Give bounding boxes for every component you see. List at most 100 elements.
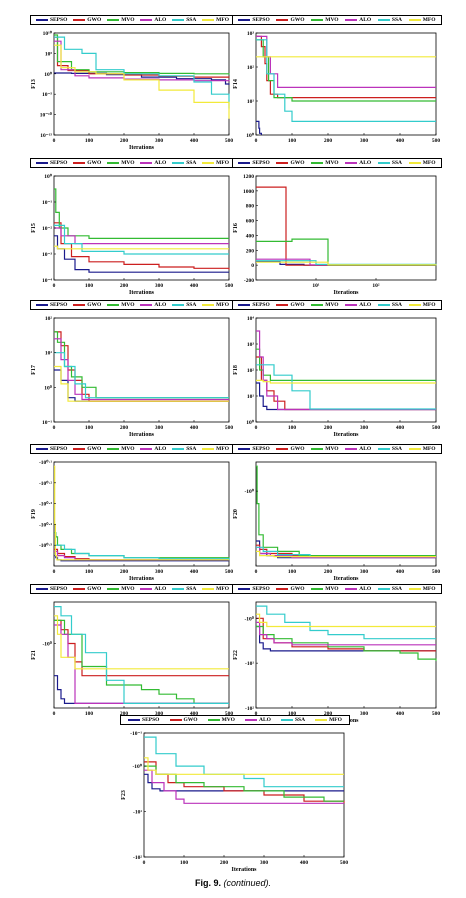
legend-item-mvo: MVO xyxy=(311,586,339,592)
legend-label: ALO xyxy=(154,17,167,23)
chart-F23: 0 100 200 300 400 500 -10⁻¹ -10⁰ -10¹ -10² Iterati… xyxy=(121,731,349,873)
legend-swatch xyxy=(140,448,153,450)
legend-F21: SEPSO GWO MVO ALO SSA MFO xyxy=(30,584,235,594)
y-tick-label: -10⁰·⁵ xyxy=(39,542,52,549)
legend-swatch xyxy=(311,448,324,450)
legend-swatch xyxy=(207,719,220,721)
legend-swatch xyxy=(408,304,421,306)
y-axis-label: F22 xyxy=(233,650,239,660)
series-line-alo xyxy=(256,330,436,411)
x-tick-label: 200 xyxy=(324,138,333,144)
legend-label: GWO xyxy=(87,160,102,166)
series-line-mfo xyxy=(256,379,436,384)
x-tick-label: 0 xyxy=(255,711,258,717)
y-tick-label: -10¹ xyxy=(245,661,254,667)
legend-item-alo: ALO xyxy=(345,302,371,308)
legend-swatch xyxy=(280,719,293,721)
legend-label: ALO xyxy=(154,446,167,452)
legend-swatch xyxy=(245,719,257,721)
series-line-mfo xyxy=(54,245,229,250)
x-tick-label: 0 xyxy=(255,138,258,144)
legend-swatch xyxy=(238,162,251,164)
y-tick-label: -10² xyxy=(245,706,254,712)
chart-F14: 0 100 200 300 400 500 10³ 10² 10¹ 10⁰ F14 xyxy=(233,31,440,144)
series-line-gwo xyxy=(256,356,436,411)
x-tick-label: 200 xyxy=(120,138,129,144)
legend-label: ALO xyxy=(154,586,167,592)
chart-F13: 0 100 200 300 400 500 10¹⁰ 10⁵ 10⁰ 10⁻⁵ 10⁻¹⁰ 10⁻¹⁵… xyxy=(31,30,233,151)
y-axis-label: F15 xyxy=(31,223,37,233)
chart-F19: 0 100 200 300 400 500 -10⁰·¹ -10⁰·² -10⁰·³ -10⁰·⁴… xyxy=(31,459,233,582)
legend-swatch xyxy=(311,304,324,306)
legend-item-mvo: MVO xyxy=(107,17,135,23)
legend-item-mfo: MFO xyxy=(202,586,229,592)
legend-F13: SEPSO GWO MVO ALO SSA MFO xyxy=(30,15,235,25)
x-tick-label: 400 xyxy=(190,569,199,575)
y-tick-label: -10⁰·² xyxy=(39,480,52,487)
chart-F17: 0 100 200 300 400 500 10² 10¹ 10⁰ 10⁻¹ Iterations F… xyxy=(31,316,233,438)
legend-item-alo: ALO xyxy=(140,302,166,308)
series-line-sepso xyxy=(144,773,344,792)
legend-item-mvo: MVO xyxy=(311,446,339,452)
legend-swatch xyxy=(345,162,358,164)
y-tick-label: 10⁻⁵ xyxy=(42,92,52,98)
legend-label: MVO xyxy=(325,302,339,308)
x-tick-label: 100 xyxy=(180,860,189,866)
x-tick-label: 200 xyxy=(120,711,129,717)
y-tick-label: 10¹ xyxy=(247,99,255,105)
x-tick-label: 400 xyxy=(190,138,199,144)
legend-swatch xyxy=(408,162,421,164)
y-tick-label: 400 xyxy=(246,233,255,239)
legend-label: GWO xyxy=(87,446,102,452)
legend-label: SEPSO xyxy=(49,17,68,23)
legend-swatch xyxy=(345,588,358,590)
x-axis-label: Iterations xyxy=(334,432,360,438)
y-tick-label: -10¹ xyxy=(133,810,142,816)
legend-label: MFO xyxy=(422,446,436,452)
legend-swatch xyxy=(276,304,289,306)
legend-item-gwo: GWO xyxy=(276,586,305,592)
x-tick-label: 0 xyxy=(255,569,258,575)
caption-figure-label: Fig. 9. xyxy=(194,878,221,888)
legend-item-mfo: MFO xyxy=(408,17,436,23)
legend-label: ALO xyxy=(359,586,372,592)
legend-item-mfo: MFO xyxy=(202,17,229,23)
y-tick-label: -10² xyxy=(133,855,142,861)
legend-item-ssa: SSA xyxy=(172,302,196,308)
y-tick-label: 10⁻¹⁵ xyxy=(40,133,52,139)
y-tick-label: 1200 xyxy=(243,174,254,180)
x-axis-label: Iterations xyxy=(129,290,155,296)
x-tick-label: 100 xyxy=(288,711,297,717)
legend-swatch xyxy=(35,304,48,306)
x-tick-label: 500 xyxy=(340,860,349,866)
legend-swatch xyxy=(73,19,86,21)
x-tick-label: 300 xyxy=(360,138,369,144)
x-tick-label: 300 xyxy=(360,425,369,431)
series-line-ssa xyxy=(54,224,229,255)
legend-label: MFO xyxy=(422,586,436,592)
legend-swatch xyxy=(73,304,86,306)
legend-F23: SEPSO GWO MVO ALO SSA MFO xyxy=(120,715,350,725)
legend-swatch xyxy=(169,719,182,721)
legend-item-gwo: GWO xyxy=(169,717,198,723)
y-tick-label: 10⁻² xyxy=(42,226,52,232)
legend-label: SSA xyxy=(391,446,403,452)
x-tick-label: 100 xyxy=(85,425,94,431)
series-line-alo xyxy=(54,338,229,401)
legend-swatch xyxy=(276,588,289,590)
x-tick-label: 10¹ xyxy=(312,283,320,289)
y-tick-label: -10⁰·³ xyxy=(39,501,52,508)
plot-frame xyxy=(53,601,230,709)
y-axis-label: F18 xyxy=(233,365,239,375)
series-line-ssa xyxy=(54,606,229,704)
x-tick-label: 300 xyxy=(360,569,369,575)
y-tick-label: 10⁰ xyxy=(246,132,255,139)
legend-F22: SEPSO GWO MVO ALO SSA MFO xyxy=(232,584,442,594)
legend-F20: SEPSO GWO MVO ALO SSA MFO xyxy=(232,444,442,454)
chart-F16: 10¹ 10² 1200 1000 800 600 400 200 0 -200 Iteration… xyxy=(233,174,437,296)
legend-item-sepso: SEPSO xyxy=(238,446,270,452)
legend-item-mvo: MVO xyxy=(107,302,135,308)
x-tick-label: 400 xyxy=(396,569,405,575)
series-line-mvo xyxy=(256,625,437,662)
y-tick-label: 10⁰ xyxy=(44,71,53,78)
